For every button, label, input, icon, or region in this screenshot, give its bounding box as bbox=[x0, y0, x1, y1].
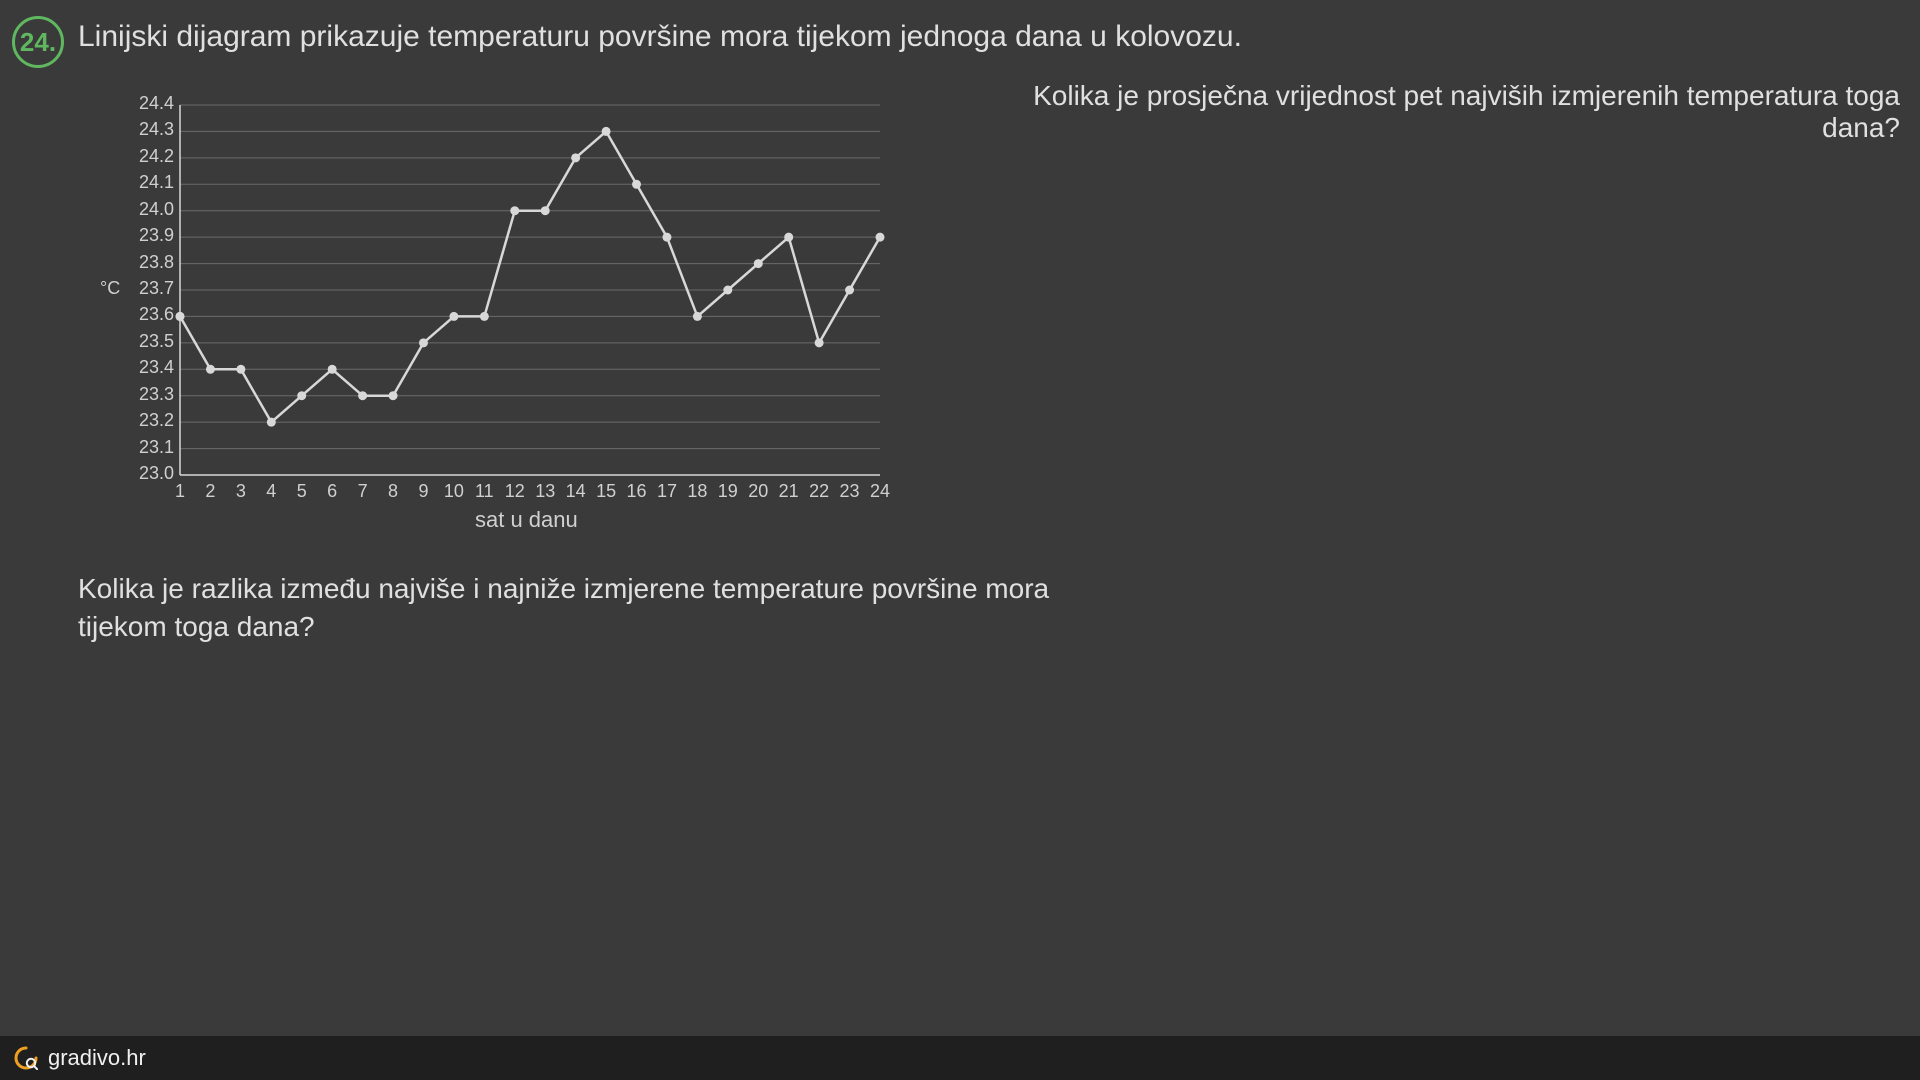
x-axis-label: sat u danu bbox=[475, 507, 578, 533]
x-tick-label: 5 bbox=[288, 481, 316, 502]
y-tick-label: 23.4 bbox=[126, 357, 174, 378]
x-tick-label: 4 bbox=[257, 481, 285, 502]
x-tick-label: 16 bbox=[623, 481, 651, 502]
x-tick-label: 14 bbox=[562, 481, 590, 502]
page: 24. Linijski dijagram prikazuje temperat… bbox=[0, 0, 1920, 1080]
x-tick-label: 17 bbox=[653, 481, 681, 502]
x-tick-label: 24 bbox=[866, 481, 894, 502]
x-tick-label: 10 bbox=[440, 481, 468, 502]
question-number: 24. bbox=[20, 27, 56, 58]
x-tick-label: 19 bbox=[714, 481, 742, 502]
y-tick-label: 24.2 bbox=[126, 146, 174, 167]
y-tick-label: 23.2 bbox=[126, 410, 174, 431]
chart-svg bbox=[100, 95, 900, 535]
x-tick-label: 21 bbox=[775, 481, 803, 502]
y-tick-label: 23.1 bbox=[126, 437, 174, 458]
x-tick-label: 23 bbox=[836, 481, 864, 502]
x-tick-label: 3 bbox=[227, 481, 255, 502]
y-tick-label: 23.5 bbox=[126, 331, 174, 352]
x-tick-label: 18 bbox=[683, 481, 711, 502]
x-tick-label: 12 bbox=[501, 481, 529, 502]
temperature-chart: 24.4 24.3 24.2 24.1 24.0 23.9 23.8 23.7 23.6 23.5… bbox=[100, 95, 900, 535]
y-tick-label: 23.3 bbox=[126, 384, 174, 405]
brand-text: gradivo.hr bbox=[48, 1045, 146, 1071]
x-tick-label: 2 bbox=[196, 481, 224, 502]
problem-title: Linijski dijagram prikazuje temperaturu … bbox=[78, 20, 1242, 54]
x-tick-label: 7 bbox=[349, 481, 377, 502]
y-tick-label: 24.0 bbox=[126, 199, 174, 220]
y-tick-label: 23.9 bbox=[126, 225, 174, 246]
question-number-badge: 24. bbox=[12, 16, 64, 68]
x-tick-label: 9 bbox=[409, 481, 437, 502]
question-right: Kolika je prosječna vrijednost pet najvi… bbox=[990, 80, 1900, 144]
x-tick-label: 20 bbox=[744, 481, 772, 502]
footer: gradivo.hr bbox=[0, 1036, 1920, 1080]
y-tick-label: 24.1 bbox=[126, 172, 174, 193]
question-left: Kolika je razlika između najviše i najni… bbox=[78, 570, 1088, 646]
x-tick-label: 13 bbox=[531, 481, 559, 502]
x-tick-label: 1 bbox=[166, 481, 194, 502]
y-tick-label: 24.3 bbox=[126, 119, 174, 140]
x-tick-label: 15 bbox=[592, 481, 620, 502]
x-tick-label: 11 bbox=[470, 481, 498, 502]
y-axis-unit: °C bbox=[100, 278, 120, 299]
x-tick-label: 22 bbox=[805, 481, 833, 502]
y-tick-label: 23.6 bbox=[126, 304, 174, 325]
y-tick-label: 24.4 bbox=[126, 93, 174, 114]
brand-logo-icon bbox=[14, 1046, 38, 1070]
x-tick-label: 8 bbox=[379, 481, 407, 502]
y-tick-label: 23.7 bbox=[126, 278, 174, 299]
x-tick-label: 6 bbox=[318, 481, 346, 502]
y-tick-label: 23.8 bbox=[126, 252, 174, 273]
